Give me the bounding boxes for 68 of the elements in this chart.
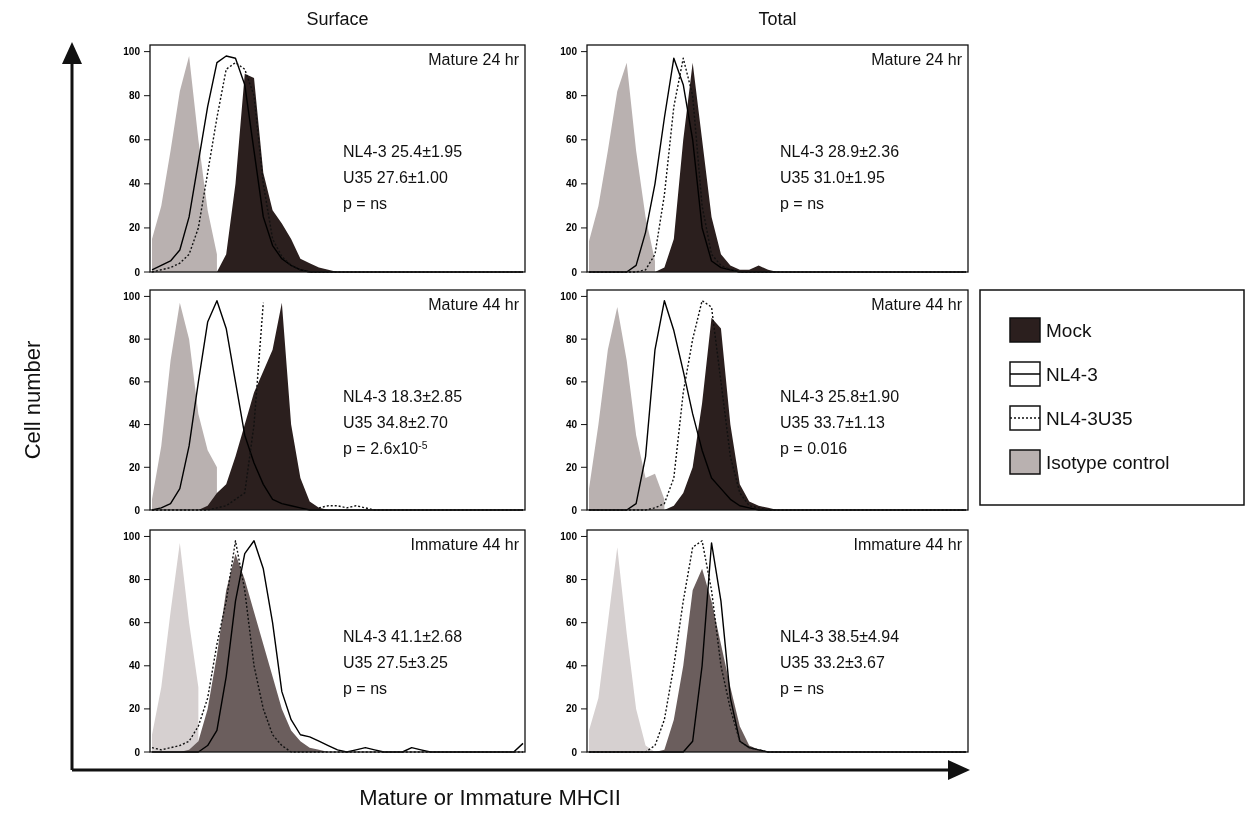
- annotation: Mature 24 hr: [428, 51, 520, 68]
- y-tick-label: 0: [571, 266, 578, 278]
- y-tick-label: 40: [565, 419, 578, 431]
- annotation: p = 2.6x10$^{-5}$: [343, 439, 428, 457]
- y-tick-label: 100: [123, 290, 141, 302]
- annotation: p = ns: [780, 680, 825, 697]
- annotation: Mature 44 hr: [428, 296, 520, 313]
- y-tick-label: 20: [128, 461, 141, 473]
- annotation: NL4-3 25.8±1.90: [780, 388, 900, 405]
- y-tick-label: 60: [565, 617, 578, 629]
- y-tick-label: 80: [565, 90, 578, 102]
- y-tick-label: 100: [560, 530, 578, 542]
- y-tick-label: 60: [128, 376, 141, 388]
- chart-title: Total: [758, 9, 797, 29]
- annotation: NL4-3 18.3±2.85: [343, 388, 463, 405]
- y-tick-label: 40: [128, 419, 141, 431]
- y-tick-label: 20: [565, 461, 578, 473]
- annotation: NL4-3 38.5±4.94: [780, 628, 900, 645]
- y-tick-label: 100: [123, 530, 141, 542]
- annotation: NL4-3 28.9±2.36: [780, 143, 900, 160]
- y-tick-label: 60: [565, 376, 578, 388]
- x-axis-title: Mature or Immature MHCII: [359, 785, 621, 810]
- legend-label: NL4-3U35: [1046, 408, 1133, 429]
- legend-label: Isotype control: [1046, 452, 1170, 473]
- y-tick-label: 100: [560, 46, 578, 58]
- chart-title: Surface: [306, 9, 369, 29]
- y-tick-label: 80: [128, 90, 141, 102]
- y-tick-label: 0: [134, 746, 141, 758]
- y-tick-label: 0: [571, 504, 578, 516]
- legend-label: Mock: [1046, 320, 1092, 341]
- y-tick-label: 40: [565, 178, 578, 190]
- y-tick-label: 100: [123, 46, 141, 58]
- annotation: Immature 44 hr: [410, 536, 520, 553]
- y-tick-label: 60: [128, 134, 141, 146]
- y-tick-label: 80: [128, 333, 141, 345]
- y-tick-label: 20: [565, 222, 578, 234]
- y-tick-label: 20: [128, 222, 141, 234]
- y-tick-label: 40: [128, 178, 141, 190]
- y-tick-label: 80: [565, 574, 578, 586]
- y-tick-label: 60: [128, 617, 141, 629]
- y-tick-label: 0: [571, 746, 578, 758]
- annotation: U35 31.0±1.95: [780, 169, 885, 186]
- annotation: p = ns: [780, 195, 825, 212]
- annotation: Mature 24 hr: [871, 51, 963, 68]
- annotation: U35 34.8±2.70: [343, 414, 448, 431]
- y-tick-label: 20: [128, 703, 141, 715]
- annotation: U35 33.2±3.67: [780, 654, 885, 671]
- y-tick-label: 0: [134, 266, 141, 278]
- legend-label: NL4-3: [1046, 364, 1098, 385]
- annotation: p = ns: [343, 195, 388, 212]
- annotation: U35 27.5±3.25: [343, 654, 448, 671]
- annotation: NL4-3 41.1±2.68: [343, 628, 463, 645]
- y-axis-title: Cell number: [20, 340, 45, 460]
- y-tick-label: 40: [128, 660, 141, 672]
- annotation: p = ns: [343, 680, 388, 697]
- y-tick-label: 20: [565, 703, 578, 715]
- y-tick-label: 80: [128, 574, 141, 586]
- annotation: Mature 44 hr: [871, 296, 963, 313]
- annotation: NL4-3 25.4±1.95: [343, 143, 463, 160]
- y-tick-label: 100: [560, 290, 578, 302]
- annotation: U35 33.7±1.13: [780, 414, 885, 431]
- y-tick-label: 0: [134, 504, 141, 516]
- annotation: U35 27.6±1.00: [343, 169, 448, 186]
- annotation: Immature 44 hr: [853, 536, 963, 553]
- annotation: p = 0.016: [780, 440, 848, 457]
- y-tick-label: 40: [565, 660, 578, 672]
- y-tick-label: 80: [565, 333, 578, 345]
- y-tick-label: 60: [565, 134, 578, 146]
